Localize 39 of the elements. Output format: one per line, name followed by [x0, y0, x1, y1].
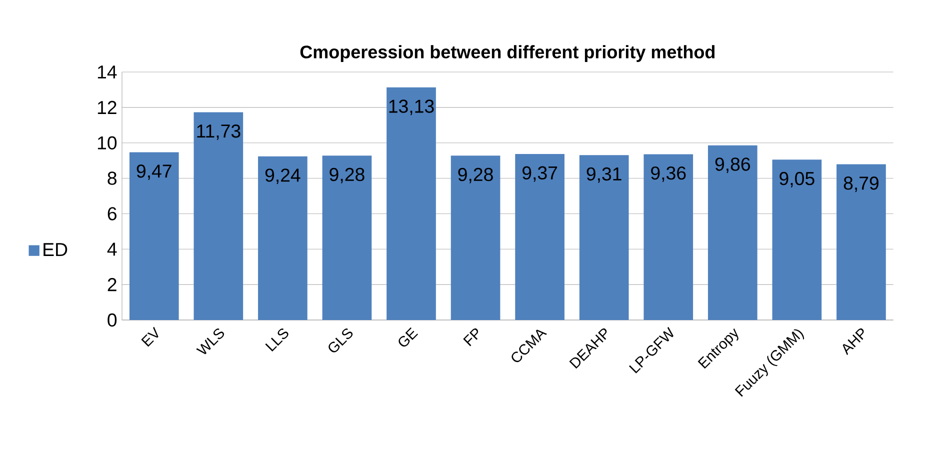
bar: [322, 156, 372, 320]
data-label: 9,24: [265, 168, 300, 184]
x-tick-label: GLS: [328, 328, 353, 352]
y-tick-label: 10: [98, 136, 117, 150]
x-tick-label: GE: [398, 327, 418, 347]
bar: [515, 154, 564, 320]
x-tick-label: EV: [141, 326, 158, 347]
data-label: 8,79: [844, 176, 878, 192]
legend-label: ED: [44, 243, 68, 256]
x-tick-label: LLS: [265, 328, 288, 352]
bar: [579, 155, 629, 320]
y-tick-label: 8: [108, 172, 116, 185]
data-label: 9,05: [780, 172, 814, 188]
data-label: 13,13: [389, 100, 434, 116]
y-tick-label: 0: [108, 313, 117, 327]
data-label: 9,37: [522, 166, 558, 182]
bar: [386, 87, 436, 320]
data-label: 11,73: [197, 124, 240, 140]
y-tick-label: 2: [108, 278, 116, 292]
data-label: 9,36: [651, 166, 686, 182]
y-tick-label: 4: [107, 242, 117, 256]
bar: [258, 156, 308, 320]
data-label: 9,31: [586, 167, 622, 183]
bar: [450, 156, 500, 320]
y-tick-label: 12: [98, 100, 116, 114]
data-label: 9,28: [458, 168, 493, 184]
data-label: 9,47: [136, 164, 172, 180]
x-tick-label: FP: [463, 328, 478, 346]
bar: [708, 145, 758, 320]
bar: [772, 160, 822, 320]
bar: [644, 154, 694, 320]
data-label: 9,86: [715, 158, 750, 174]
bar: [129, 152, 179, 320]
bar: [836, 164, 886, 320]
y-tick-label: 6: [108, 207, 116, 220]
y-tick-label: 14: [98, 66, 117, 78]
data-label: 9,28: [330, 168, 364, 184]
chart-title: Cmoperession between different priority method: [300, 45, 715, 62]
bar: [194, 112, 244, 320]
